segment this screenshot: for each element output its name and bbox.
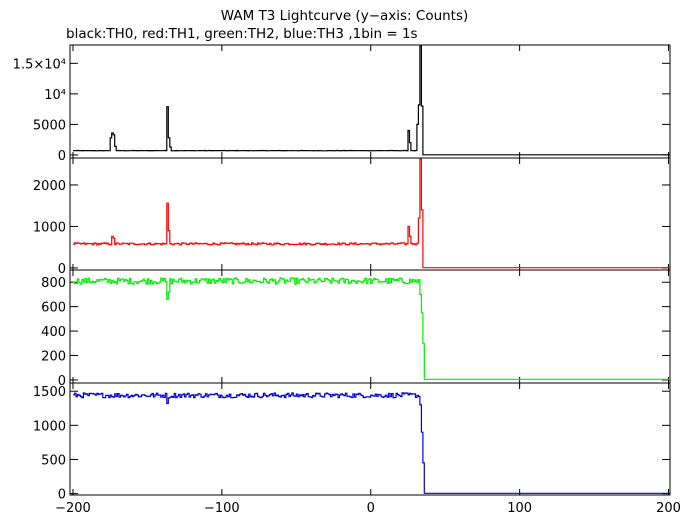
ytick-label-TH3: 0: [58, 488, 66, 503]
ytick-label-TH3: 500: [41, 453, 66, 468]
series-line-TH2: [73, 277, 670, 380]
ytick-label-TH2: 400: [41, 325, 66, 340]
series-line-TH0: [73, 45, 670, 156]
ytick-label-TH0: 10⁴: [44, 88, 66, 103]
xtick-label: 100: [507, 501, 532, 515]
panel-frame-TH2: [69, 269, 671, 384]
xtick-label: 0: [367, 501, 375, 515]
ytick-label-TH0: 0: [58, 149, 66, 164]
ytick-label-TH2: 600: [41, 301, 66, 316]
chart-title: WAM T3 Lightcurve (y−axis: Counts): [220, 8, 469, 24]
panel-frame-TH0: [69, 44, 671, 159]
ytick-label-TH2: 200: [41, 350, 66, 365]
xtick-label: 200: [656, 501, 681, 515]
ytick-label-TH2: 0: [58, 374, 66, 389]
chart-subtitle: black:TH0, red:TH1, green:TH2, blue:TH3 …: [66, 26, 418, 42]
xtick-label: −200: [55, 501, 91, 515]
ytick-label-TH2: 800: [41, 276, 66, 291]
ytick-label-TH1: 1000: [33, 220, 66, 235]
ytick-label-TH0: 5000: [33, 118, 66, 133]
panel-frame-TH3: [69, 382, 671, 496]
ytick-label-TH3: 1500: [33, 385, 66, 400]
series-line-TH1: [73, 158, 670, 269]
xtick-label: −100: [204, 501, 240, 515]
panel-frame-TH1: [69, 157, 671, 271]
ytick-label-TH1: 0: [58, 262, 66, 277]
ytick-label-TH1: 2000: [33, 179, 66, 194]
ytick-label-TH3: 1000: [33, 419, 66, 434]
ytick-label-TH0: 1.5×10⁴: [13, 57, 66, 72]
series-line-TH3: [73, 392, 670, 494]
